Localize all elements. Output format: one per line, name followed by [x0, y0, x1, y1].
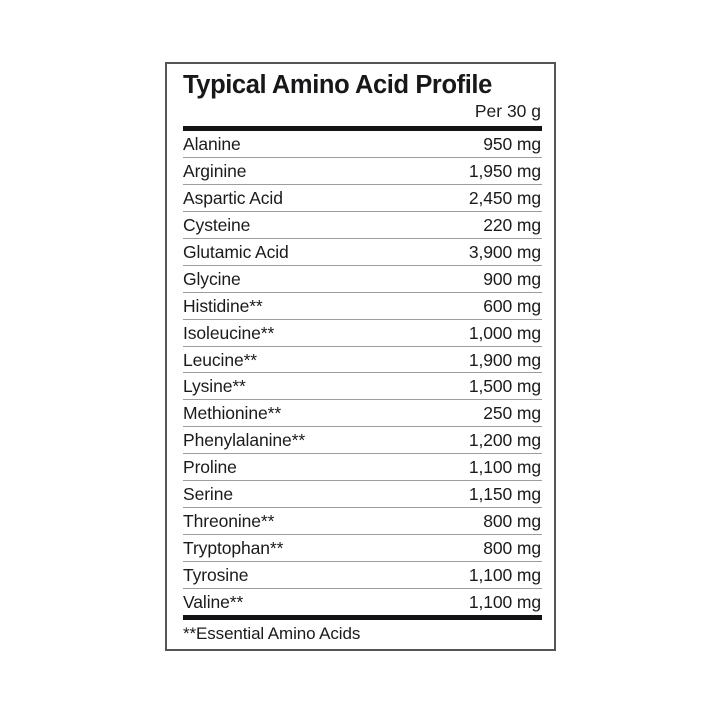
nutrient-name: Tyrosine [183, 564, 249, 585]
table-row: Tryptophan** 800 mg [183, 535, 542, 562]
nutrient-amount: 220 mg [483, 215, 541, 236]
serving-basis-label: Per 30 g [474, 100, 541, 121]
table-row: Aspartic Acid 2,450 mg [183, 185, 542, 213]
nutrient-name: Aspartic Acid [183, 188, 283, 209]
table-row: Isoleucine** 1,000 mg [183, 320, 542, 347]
nutrient-name: Leucine** [183, 349, 258, 370]
nutrient-name: Serine [183, 483, 233, 504]
table-row: Tyrosine 1,100 mg [183, 562, 542, 589]
table-row: Methionine** 250 mg [183, 400, 542, 428]
nutrient-name: Isoleucine** [183, 322, 275, 343]
nutrient-amount: 1,950 mg [468, 161, 541, 182]
nutrient-name: Tryptophan** [183, 537, 284, 558]
nutrient-amount: 800 mg [483, 537, 541, 558]
nutrient-name: Valine** [183, 591, 244, 612]
nutrient-amount: 1,500 mg [468, 376, 541, 397]
table-row: Histidine** 600 mg [183, 293, 542, 320]
nutrient-amount: 3,900 mg [468, 241, 541, 262]
nutrient-name: Proline [183, 457, 237, 478]
table-row: Lysine** 1,500 mg [183, 373, 542, 401]
nutrient-name: Phenylalanine** [183, 430, 306, 451]
nutrient-name: Threonine** [183, 510, 275, 531]
nutrient-amount: 950 mg [483, 134, 541, 155]
table-row: Serine 1,150 mg [183, 481, 542, 508]
nutrient-name: Histidine** [183, 295, 263, 316]
nutrient-amount: 1,100 mg [468, 564, 541, 585]
table-row: Cysteine 220 mg [183, 212, 542, 239]
page-title: Typical Amino Acid Profile [183, 71, 492, 99]
table-row: Glutamic Acid 3,900 mg [183, 239, 542, 266]
nutrient-name: Lysine** [183, 376, 246, 397]
table-row: Valine** 1,100 mg [183, 589, 542, 616]
header-divider [183, 126, 542, 132]
nutrient-name: Alanine [183, 134, 241, 155]
table-row: Threonine** 800 mg [183, 508, 542, 535]
nutrient-amount: 250 mg [483, 403, 541, 424]
nutrient-amount: 2,450 mg [468, 188, 541, 209]
nutrient-amount: 1,100 mg [468, 457, 541, 478]
nutrient-amount: 1,900 mg [468, 349, 541, 370]
nutrient-name: Glycine [183, 268, 241, 289]
table-row: Arginine 1,950 mg [183, 158, 542, 186]
table-row: Phenylalanine** 1,200 mg [183, 427, 542, 455]
essential-amino-acids-footnote: **Essential Amino Acids [183, 624, 361, 644]
nutrient-amount: 1,100 mg [468, 591, 541, 612]
nutrient-amount: 600 mg [483, 295, 541, 316]
panel-content: Typical Amino Acid Profile Per 30 g Alan… [183, 71, 542, 645]
nutrient-table: Alanine 950 mg Arginine 1,950 mg Aspartic Ac… [183, 131, 542, 615]
nutrient-name: Methionine** [183, 403, 282, 424]
amino-acid-profile-panel: Typical Amino Acid Profile Per 30 g Alan… [165, 62, 556, 651]
table-row: Glycine 900 mg [183, 266, 542, 293]
table-row: Proline 1,100 mg [183, 454, 542, 481]
nutrient-amount: 800 mg [483, 510, 541, 531]
nutrient-amount: 1,000 mg [468, 322, 541, 343]
nutrient-amount: 1,200 mg [468, 430, 541, 451]
table-row: Alanine 950 mg [183, 131, 542, 159]
nutrient-amount: 900 mg [483, 268, 541, 289]
table-row: Leucine** 1,900 mg [183, 347, 542, 374]
nutrient-amount: 1,150 mg [468, 483, 541, 504]
nutrient-name: Arginine [183, 161, 247, 182]
nutrient-name: Cysteine [183, 215, 251, 236]
footer-divider [183, 615, 542, 621]
nutrient-name: Glutamic Acid [183, 241, 289, 262]
